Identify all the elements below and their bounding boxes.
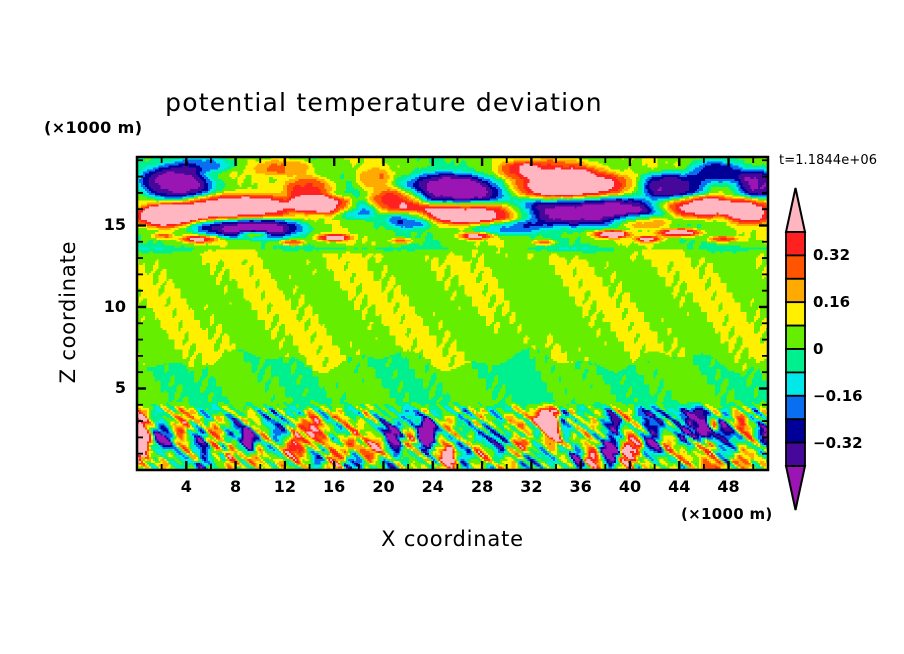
x-tick-label: 4 [180,477,192,496]
colorbar [784,187,807,511]
colorbar-band [785,394,806,421]
x-tick-label: 36 [569,477,592,496]
y-tick-label: 15 [103,215,126,235]
colorbar-extend-min [784,465,807,511]
colorbar-band [785,254,806,280]
page-title: potential temperature deviation [165,88,603,117]
colorbar-band [785,348,806,374]
colorbar-band [785,277,806,304]
z-axis-unit-label: (×1000 m) [44,118,143,137]
colorbar-extend-max [784,187,807,233]
x-tick-label: 40 [618,477,642,496]
colorbar-tick-label: −0.32 [813,433,863,452]
colorbar-band [785,231,806,257]
x-tick-label: 20 [372,477,395,496]
x-tick-label: 24 [421,477,444,496]
contour-field [137,157,768,470]
timestamp-label: t=1.1844e+06 [779,153,878,168]
colorbar-band [785,418,806,444]
x-tick-label: 32 [520,477,543,496]
x-axis-title: X coordinate [381,527,524,551]
x-tick-label: 44 [668,477,691,496]
axis-ticks [137,157,768,470]
colorbar-band [785,324,806,350]
x-tick-label: 16 [323,477,346,496]
colorbar-band [785,371,806,397]
colorbar-band [785,441,806,467]
y-tick-label: 10 [103,296,126,316]
plot-frame [135,155,770,472]
colorbar-tick-label: −0.16 [813,386,863,405]
colorbar-tick-label: 0.32 [813,246,851,265]
x-tick-label: 12 [273,477,297,496]
colorbar-unit-label: (×1000 m) [681,505,773,523]
colorbar-band [785,301,806,327]
x-tick-label: 8 [230,477,242,496]
x-tick-label: 28 [470,477,494,496]
y-tick-label: 5 [114,378,126,398]
colorbar-tick-label: 0.16 [813,293,851,312]
x-tick-label: 48 [717,477,740,496]
colorbar-tick-label: 0 [813,340,824,358]
